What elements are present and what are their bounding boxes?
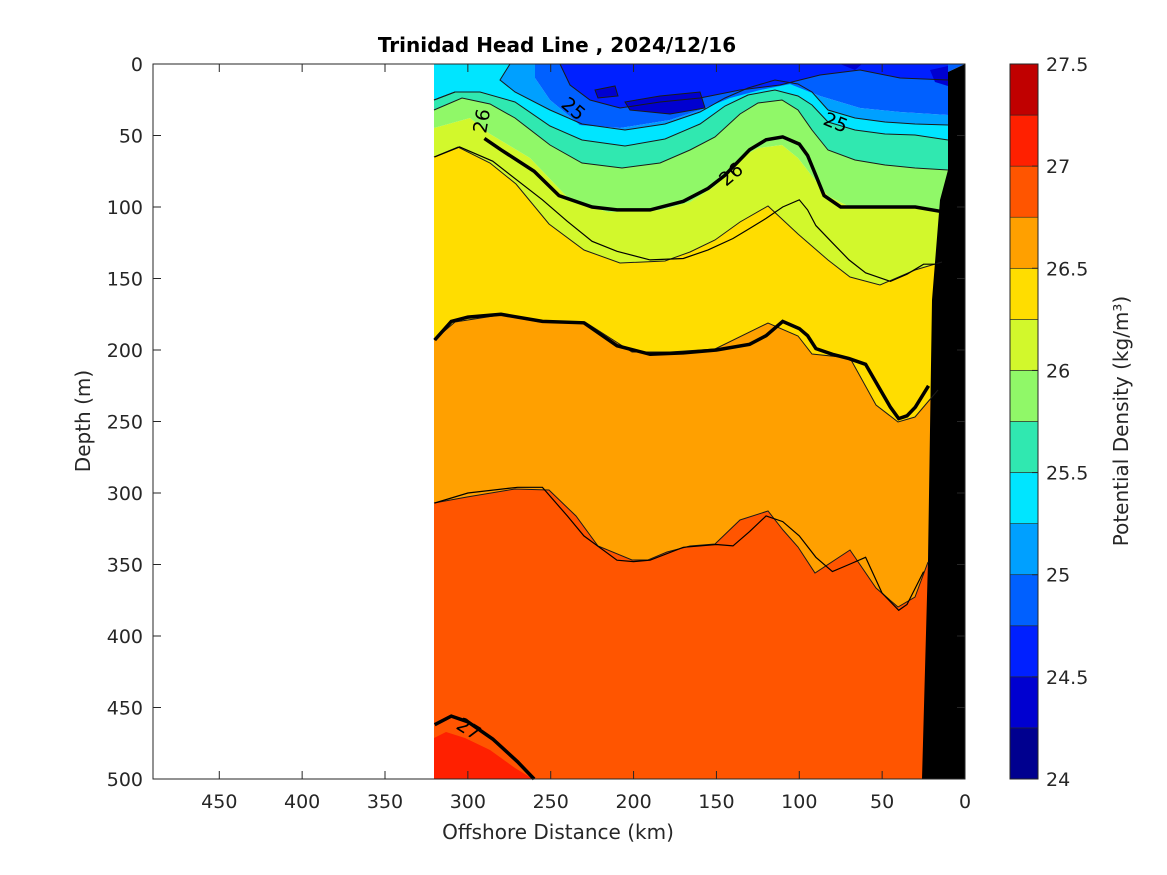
contour-line xyxy=(433,488,929,608)
band-26.5 xyxy=(434,315,938,607)
x-tick-label: 150 xyxy=(698,791,734,813)
thin-contours xyxy=(433,63,949,608)
y-tick-label: 150 xyxy=(107,269,143,291)
y-tick-label: 100 xyxy=(107,197,143,219)
band-26.0 xyxy=(434,118,948,285)
contour-line xyxy=(559,63,949,109)
colorbar-tick-label: 27 xyxy=(1046,156,1070,178)
y-tick-label: 400 xyxy=(107,626,143,648)
colorbar-segment xyxy=(1009,523,1039,576)
colorbar-segment xyxy=(1009,267,1039,320)
band-25.5 xyxy=(434,90,948,170)
isopycnal-26 xyxy=(483,135,949,216)
plot-area: 25 25 26 26 27 450 400 350 300 250 200 150 100 5… xyxy=(107,54,971,813)
band-24.25 xyxy=(595,64,948,114)
colorbar-tick-label: 25.5 xyxy=(1046,463,1088,485)
colorbar-segment xyxy=(1009,63,1039,116)
x-axis: 450 400 350 300 250 200 150 100 50 0 xyxy=(201,64,971,813)
y-tick-label: 50 xyxy=(119,126,143,148)
contour-line xyxy=(624,91,706,115)
colorbar-segment xyxy=(1009,727,1039,780)
contour-line xyxy=(433,97,949,171)
band-26.25 xyxy=(434,147,942,422)
y-tick-label: 450 xyxy=(107,698,143,720)
colorbar-segment xyxy=(1009,370,1039,422)
bottom-topography-mask xyxy=(922,64,965,779)
colorbar-frame xyxy=(1009,63,1039,780)
x-tick-label: 400 xyxy=(284,791,320,813)
y-axis: 0 50 100 150 200 250 300 350 400 450 500 xyxy=(107,54,965,791)
colorbar-segment xyxy=(1009,319,1039,371)
x-tick-label: 50 xyxy=(870,791,894,813)
contour-line xyxy=(499,63,949,131)
colorbar-tick-label: 24.5 xyxy=(1046,667,1088,689)
colorbar-tick-label: 26 xyxy=(1046,360,1070,382)
contour-line xyxy=(594,85,619,99)
x-tick-label: 300 xyxy=(450,791,486,813)
contour-line xyxy=(433,89,949,147)
band-25.25 xyxy=(434,64,948,146)
y-tick-label: 300 xyxy=(107,483,143,505)
band-26.75 xyxy=(434,489,928,779)
x-tick-label: 0 xyxy=(959,791,971,813)
colorbar-segment xyxy=(1009,114,1039,167)
y-tick-label: 500 xyxy=(107,769,143,791)
contour-line xyxy=(433,91,456,101)
colorbar-label: Potential Density (kg/m³) xyxy=(1109,296,1133,547)
isopycnal-27 xyxy=(433,714,536,781)
bold-contours xyxy=(433,135,949,781)
colorbar-tick-label: 26.5 xyxy=(1046,258,1088,280)
colorbar-tick-label: 27.5 xyxy=(1046,54,1088,76)
colorbar-tick-label: 24 xyxy=(1046,769,1070,791)
contour-label-26-left: 26 xyxy=(469,107,495,135)
colorbar-segment xyxy=(1009,472,1039,524)
contour-line xyxy=(433,146,943,286)
x-tick-label: 350 xyxy=(367,791,403,813)
colorbar-tick-label: 25 xyxy=(1046,565,1070,587)
chart-title: Trinidad Head Line , 2024/12/16 xyxy=(378,33,736,57)
colorbar-segment xyxy=(1009,165,1039,218)
y-axis-label: Depth (m) xyxy=(71,370,95,472)
x-axis-label: Offshore Distance (km) xyxy=(442,820,674,844)
colorbar-segment xyxy=(1009,625,1039,678)
isopycnal-26.5 xyxy=(433,312,930,421)
colorbar: 24 24.5 25 25.5 26 26.5 27 27.5 xyxy=(1009,54,1088,791)
x-tick-label: 250 xyxy=(533,791,569,813)
x-tick-label: 450 xyxy=(201,791,237,813)
y-tick-label: 350 xyxy=(107,555,143,577)
y-tick-label: 0 xyxy=(131,54,143,76)
isopycnal-26.75 xyxy=(434,486,925,612)
x-tick-label: 100 xyxy=(781,791,817,813)
colorbar-segment xyxy=(1009,676,1039,729)
colorbar-segment xyxy=(1009,574,1039,627)
y-tick-label: 250 xyxy=(107,412,143,434)
colorbar-segment xyxy=(1009,421,1039,473)
isopycnal-26.25 xyxy=(434,146,941,283)
x-tick-label: 200 xyxy=(615,791,651,813)
colorbar-segment xyxy=(1009,216,1039,269)
y-tick-label: 200 xyxy=(107,340,143,362)
